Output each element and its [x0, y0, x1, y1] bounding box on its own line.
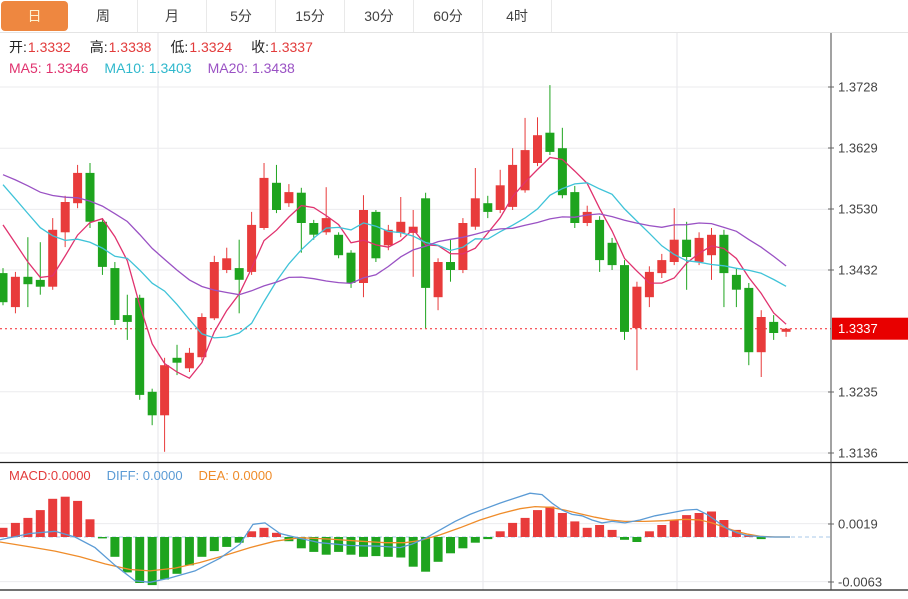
ma-readout: MA5: 1.3346 MA10: 1.3403 MA20: 1.3438 — [9, 60, 295, 76]
axis-tick-label: 1.3530 — [838, 202, 878, 217]
axis-tick-label: 0.0019 — [838, 517, 878, 532]
macd-histogram — [0, 496, 766, 586]
tab-period-2[interactable]: 月 — [138, 0, 207, 32]
close-value: 1.3337 — [270, 39, 313, 55]
tab-period-7[interactable]: 4时 — [483, 0, 552, 32]
dea-line — [0, 505, 790, 572]
axis-tick-label: 1.3136 — [838, 446, 878, 461]
open-value: 1.3332 — [27, 39, 71, 55]
low-value: 1.3324 — [189, 39, 233, 55]
low-label: 低: — [170, 39, 189, 55]
axis-tick-label: 1.3235 — [838, 385, 878, 400]
tab-period-6[interactable]: 60分 — [414, 0, 483, 32]
axis: 1.3728 1.3629 1.3530 1.3432 1.3235 1.3136 0.00… — [0, 33, 908, 591]
ma10-line — [2, 182, 787, 339]
macd-value-readout: MACD:0.0000 — [9, 468, 91, 483]
ma20-line — [2, 174, 787, 296]
ma5-readout: MA5: 1.3346 — [9, 60, 89, 76]
diff-value-readout: DIFF: 0.0000 — [106, 468, 183, 483]
tab-period-4[interactable]: 15分 — [276, 0, 345, 32]
high-value: 1.3338 — [108, 39, 152, 55]
close-label: 收: — [251, 39, 270, 55]
candles — [0, 85, 791, 452]
axis-tick-label: 1.3728 — [838, 80, 878, 95]
tab-period-3[interactable]: 5分 — [207, 0, 276, 32]
tab-period-1[interactable]: 周 — [69, 0, 138, 32]
tab-period-0[interactable]: 日 — [1, 1, 68, 31]
axis-tick-label: 1.3432 — [838, 263, 878, 278]
period-tabbar: 日周月 5分 15分 30分 60分 4时 — [0, 0, 908, 33]
axis-tick-label: -0.0063 — [838, 575, 882, 590]
gridlines — [0, 33, 831, 590]
macd-readout: MACD:0.0000 DIFF: 0.0000 DEA: 0.0000 — [9, 468, 272, 483]
last-price-value: 1.3337 — [838, 321, 878, 336]
ma20-readout: MA20: 1.3438 — [207, 60, 295, 76]
diff-line — [0, 492, 790, 583]
open-label: 开: — [9, 39, 27, 55]
dea-value-readout: DEA: 0.0000 — [198, 468, 273, 483]
axis-tick-label: 1.3629 — [838, 141, 878, 156]
ohlc-readout: 开:1.3332 高:1.3338 低:1.3324 收:1.3337 — [9, 37, 332, 57]
tab-period-5[interactable]: 30分 — [345, 0, 414, 32]
ma10-readout: MA10: 1.3403 — [104, 60, 192, 76]
last-price-tag: 1.3337 — [832, 317, 908, 340]
ma5-line — [2, 156, 787, 380]
high-label: 高: — [89, 39, 108, 55]
